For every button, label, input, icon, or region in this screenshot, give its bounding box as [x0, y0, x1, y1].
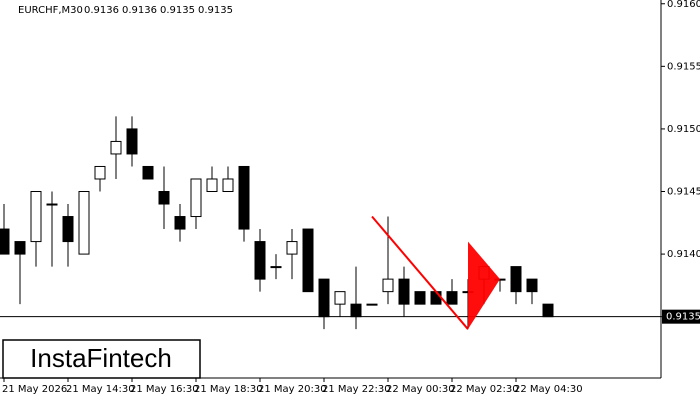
- candle-body: [286, 241, 298, 255]
- x-tick-label: 21 May 14:30: [66, 384, 135, 395]
- y-tick-label: 0.9140: [667, 249, 700, 260]
- candle-body: [174, 216, 186, 230]
- candle-body: [46, 203, 58, 206]
- candle-body: [158, 191, 170, 205]
- header-value: 0.9135: [160, 5, 195, 16]
- candle-body: [254, 241, 266, 280]
- price-label-box: [662, 309, 700, 324]
- candle-body: [382, 278, 394, 293]
- header-value: 0.9136: [84, 5, 119, 16]
- candle-body: [446, 291, 458, 305]
- candle-body: [350, 303, 362, 318]
- candle-body: [318, 278, 330, 318]
- candle-body: [542, 303, 554, 318]
- candle-body: [510, 266, 522, 293]
- x-tick-label: 22 May 02:30: [450, 384, 519, 395]
- candle-body: [334, 291, 346, 305]
- symbol: EURCHF,M30: [18, 5, 83, 16]
- candle-body: [0, 228, 10, 255]
- candle-body: [62, 216, 74, 243]
- candle-body: [190, 178, 202, 218]
- x-tick-label: 22 May 00:30: [386, 384, 455, 395]
- candle-body: [142, 165, 154, 180]
- candle-body: [430, 291, 442, 305]
- x-tick-label: 22 May 04:30: [514, 384, 583, 395]
- header-value: 0.9136: [122, 5, 157, 16]
- candle-body: [110, 140, 122, 155]
- x-tick-label: 21 May 18:30: [194, 384, 263, 395]
- x-tick-label: 21 May 20:30: [258, 384, 327, 395]
- y-tick-label: 0.9155: [667, 61, 700, 72]
- candle-body: [14, 241, 26, 255]
- logo: InstaFintech: [30, 343, 172, 373]
- x-tick-label: 21 May 22:30: [322, 384, 391, 395]
- price-label: 0.9135: [666, 312, 700, 323]
- candle-body: [238, 165, 250, 230]
- candle-body: [126, 128, 138, 155]
- candle-body: [414, 291, 426, 305]
- candle-body: [366, 303, 378, 306]
- x-tick-label: 21 May 2026: [2, 384, 67, 395]
- candle-body: [398, 278, 410, 305]
- y-tick-label: 0.9160: [667, 0, 700, 10]
- logo-box: [2, 339, 201, 379]
- pattern-line: [371, 215, 469, 330]
- x-tick-label: 21 May 16:30: [130, 384, 199, 395]
- candle-body: [206, 178, 218, 193]
- candle-body: [94, 165, 106, 180]
- candle-body: [78, 191, 90, 255]
- pennant: [468, 241, 500, 330]
- candle-body: [30, 191, 42, 243]
- candle-body: [270, 266, 282, 269]
- candle-body: [526, 278, 538, 293]
- y-tick-label: 0.9145: [667, 187, 700, 198]
- candle-body: [302, 228, 314, 293]
- y-tick-label: 0.9150: [667, 124, 700, 135]
- header-value: 0.9135: [198, 5, 233, 16]
- candle-body: [222, 178, 234, 193]
